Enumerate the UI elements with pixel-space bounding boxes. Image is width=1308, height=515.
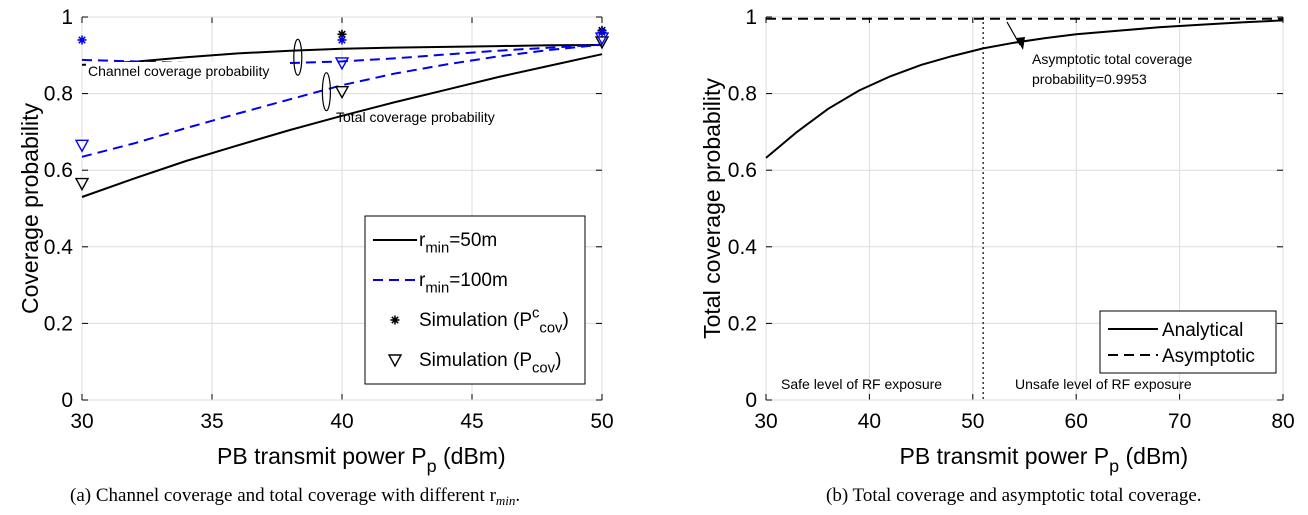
x-tick-label: 40 bbox=[858, 410, 881, 433]
sim-total-marker bbox=[594, 32, 610, 46]
asymptote-annotation-line1: Asymptotic total coverage bbox=[1032, 51, 1193, 67]
x-tick-label: 70 bbox=[1168, 410, 1191, 433]
series-line bbox=[81, 43, 603, 158]
sim-total-marker bbox=[334, 57, 350, 71]
sim-total-marker bbox=[74, 177, 90, 192]
x-tick-label: 30 bbox=[754, 410, 777, 433]
channel-coverage-annotation: Channel coverage probability bbox=[88, 63, 269, 79]
annotation-bg bbox=[86, 62, 286, 80]
x-axis-label: PB transmit power Pp (dBm) bbox=[900, 443, 1189, 476]
annotation-arrow bbox=[1006, 21, 1021, 46]
x-tick-label: 40 bbox=[330, 410, 353, 433]
unsafe-region-label: Unsafe level of RF exposure bbox=[1015, 376, 1192, 392]
x-tick-label: 50 bbox=[590, 410, 613, 433]
legend-label: rmin=50m bbox=[419, 230, 497, 257]
y-tick-label: 0.4 bbox=[728, 236, 758, 259]
series-line bbox=[765, 19, 1284, 159]
sim-total-marker bbox=[74, 139, 90, 153]
annotation-arrowhead bbox=[1016, 37, 1025, 50]
y-tick-label: 1 bbox=[61, 6, 73, 29]
y-tick-label: 0.8 bbox=[44, 83, 73, 106]
y-axis-label: Coverage probability bbox=[17, 103, 43, 314]
x-axis-label: PB transmit power Pp (dBm) bbox=[217, 443, 506, 476]
legend-swatch bbox=[390, 315, 400, 325]
star-stroke bbox=[78, 36, 86, 44]
caption-b: (b) Total coverage and asymptotic total … bbox=[826, 485, 1202, 506]
star-stroke bbox=[391, 316, 399, 324]
sim-channel-marker bbox=[337, 35, 347, 45]
channel-ellipse bbox=[293, 38, 303, 76]
asymptote-annotation-line2: probability=0.9953 bbox=[1032, 71, 1147, 87]
figure: 30 35 40 45 50 0 0.2 0.4 0.6 0.8 1 PB transmit powe… bbox=[17, 6, 1295, 476]
x-tick-label: 60 bbox=[1065, 410, 1088, 433]
legend-label: Asymptotic bbox=[1162, 346, 1255, 367]
x-tick-label: 35 bbox=[200, 410, 223, 433]
total-coverage-annotation: Total coverage probability bbox=[336, 109, 495, 125]
x-tick-label: 30 bbox=[70, 410, 93, 433]
safe-region-label: Safe level of RF exposure bbox=[781, 376, 942, 392]
y-tick-label: 0.6 bbox=[728, 159, 757, 182]
y-tick-label: 0.8 bbox=[728, 83, 757, 106]
star-stroke bbox=[338, 30, 346, 38]
y-axis-label: Total coverage probability bbox=[699, 78, 725, 339]
legend-box bbox=[1099, 310, 1277, 374]
total-ellipse bbox=[321, 72, 331, 112]
legend-label: Simulation (Pcov) bbox=[419, 350, 561, 377]
y-tick-label: 0 bbox=[61, 389, 73, 412]
legend-label: rmin=100m bbox=[419, 270, 508, 297]
legend-label: Simulation (Pccov) bbox=[419, 305, 569, 336]
y-tick-label: 0 bbox=[745, 389, 757, 412]
y-tick-label: 0.6 bbox=[44, 159, 73, 182]
star-stroke bbox=[598, 28, 606, 37]
legend-swatch bbox=[387, 354, 403, 368]
sim-channel-marker bbox=[77, 35, 87, 45]
x-tick-label: 50 bbox=[961, 410, 984, 433]
y-tick-label: 1 bbox=[745, 6, 757, 29]
legend-box bbox=[364, 215, 586, 385]
x-tick-label: 80 bbox=[1271, 410, 1294, 433]
y-tick-label: 0.2 bbox=[44, 312, 73, 335]
series-line bbox=[81, 53, 603, 198]
x-tick-label: 45 bbox=[460, 410, 483, 433]
star-stroke bbox=[338, 36, 346, 44]
y-tick-label: 0.2 bbox=[728, 312, 757, 335]
sim-total-marker bbox=[334, 85, 350, 100]
legend-label: Analytical bbox=[1162, 320, 1243, 341]
y-tick-label: 0.4 bbox=[44, 236, 74, 259]
caption-a: (a) Channel coverage and total coverage … bbox=[70, 485, 521, 508]
sim-total-marker bbox=[594, 36, 610, 50]
series-line bbox=[81, 44, 603, 66]
sim-channel-marker bbox=[597, 27, 607, 37]
sim-channel-marker bbox=[337, 29, 347, 39]
